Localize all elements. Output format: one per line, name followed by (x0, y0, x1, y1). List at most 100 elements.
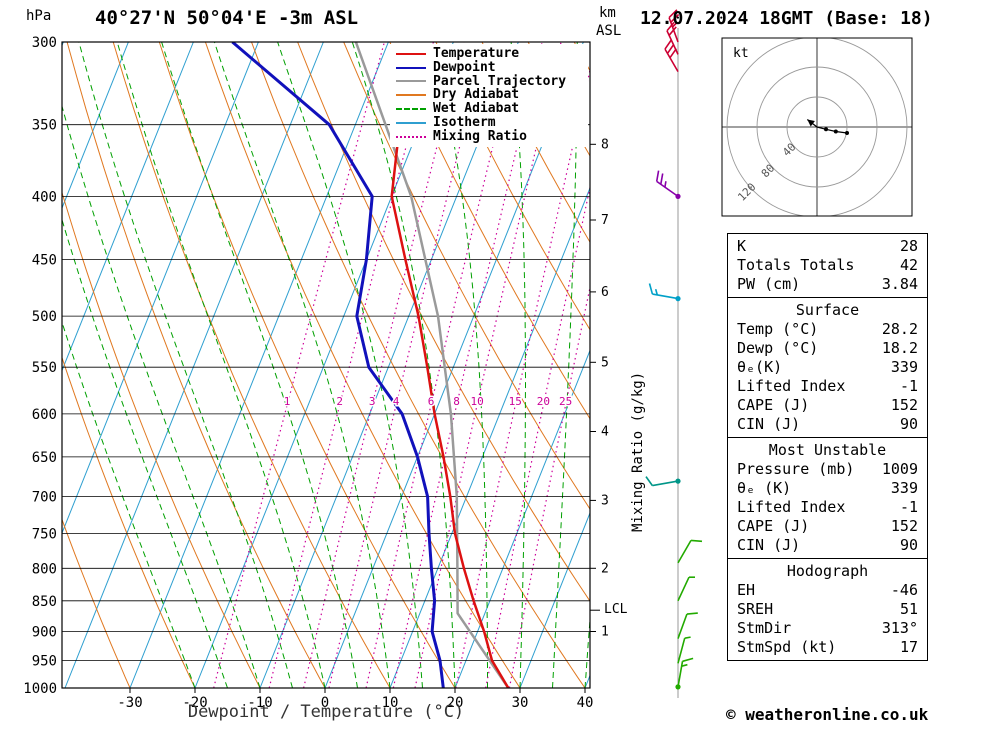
lcl-marker-label: LCL (604, 602, 628, 617)
svg-text:1: 1 (284, 395, 291, 408)
svg-text:3: 3 (369, 395, 376, 408)
stats-row: θₑ (K) 339 (728, 479, 927, 498)
stats-row: CAPE (J) 152 (728, 517, 927, 536)
x-axis-label: Dewpoint / Temperature (°C) (187, 702, 465, 722)
legend-item: Mixing Ratio (396, 128, 588, 144)
svg-text:0: 0 (321, 695, 329, 711)
pressure-tick-labels: 300 350 400 450 500 550 600 650 700 750 800 850 900 9… (23, 35, 57, 697)
svg-text:8: 8 (601, 137, 609, 152)
stats-row: StmSpd (kt) 17 (728, 638, 927, 657)
svg-text:350: 350 (32, 118, 57, 134)
svg-text:750: 750 (32, 527, 57, 543)
stats-value: 339 (890, 358, 918, 376)
svg-text:-20: -20 (182, 695, 207, 711)
svg-text:300: 300 (32, 35, 57, 51)
stats-label: θₑ(K) (737, 358, 783, 376)
stats-value: -1 (899, 498, 918, 516)
stats-label: CAPE (J) (737, 396, 810, 414)
stats-label: Lifted Index (737, 377, 846, 395)
stats-value: 339 (890, 479, 918, 497)
stats-row: CIN (J) 90 (728, 415, 927, 434)
svg-text:500: 500 (32, 309, 57, 325)
stats-row: Lifted Index -1 (728, 377, 927, 396)
legend-item: Parcel Trajectory (396, 74, 588, 89)
km-asl-ticks: 1 2 3 4 5 6 7 8 (590, 137, 609, 640)
stats-section: Hodograph EH -46 SREH 51 StmDir 313° StmSpd (kt… (728, 559, 927, 660)
svg-text:1: 1 (601, 625, 609, 640)
stats-label: θₑ (K) (737, 479, 792, 497)
svg-text:1000: 1000 (23, 681, 57, 697)
svg-text:4: 4 (393, 395, 400, 408)
svg-text:850: 850 (32, 594, 57, 610)
stats-label: CIN (J) (737, 415, 801, 433)
wind-barb (664, 39, 679, 73)
stats-row: Pressure (mb) 1009 (728, 460, 927, 479)
stats-value: 90 (899, 536, 918, 554)
legend-item: Isotherm (396, 116, 588, 130)
stats-row: StmDir 313° (728, 619, 927, 638)
wind-barb (677, 576, 695, 602)
stats-row: θₑ(K) 339 (728, 358, 927, 377)
stats-row: SREH 51 (728, 600, 927, 619)
stats-value: 28.2 (881, 320, 918, 338)
svg-text:400: 400 (32, 189, 57, 205)
sounding-curves (231, 42, 510, 688)
stats-label: CAPE (J) (737, 517, 810, 535)
svg-text:550: 550 (32, 360, 57, 376)
wind-barb (675, 657, 694, 690)
stats-value: 42 (899, 256, 918, 274)
svg-text:800: 800 (32, 561, 57, 577)
stats-label: K (737, 237, 747, 255)
stats-row: CAPE (J) 152 (728, 396, 927, 415)
svg-text:8: 8 (453, 395, 460, 408)
mixing-ratio-axis-label: Mixing Ratio (g/kg) (630, 371, 646, 532)
svg-text:15: 15 (509, 395, 522, 408)
stats-label: EH (737, 581, 756, 599)
plot-border (61, 41, 591, 689)
legend-item: Dry Adiabat (396, 88, 588, 102)
stats-label: Lifted Index (737, 498, 846, 516)
stats-value: 90 (899, 415, 918, 433)
legend-label: Isotherm (433, 114, 496, 130)
altitude-axis-unit-asl: ASL (596, 23, 622, 39)
stats-value: -1 (899, 377, 918, 395)
stats-value: 313° (881, 619, 918, 637)
wind-barb (655, 170, 681, 199)
legend-line-sample (396, 80, 426, 83)
svg-text:-10: -10 (247, 695, 272, 711)
stats-row: PW (cm) 3.84 (728, 275, 927, 294)
legend-item: Temperature (396, 47, 588, 61)
svg-text:7: 7 (601, 213, 609, 228)
legend-line-sample (396, 94, 426, 97)
altitude-axis-unit-km: km (599, 5, 616, 21)
stats-value: 17 (899, 638, 918, 656)
hodograph-trace (816, 126, 848, 134)
stats-row: K 28 (728, 237, 927, 256)
stats-label: CIN (J) (737, 536, 801, 554)
svg-text:5: 5 (601, 355, 609, 370)
chart-legend: Temperature Dewpoint Parcel Trajectory Dry … (390, 44, 588, 147)
svg-text:10: 10 (382, 695, 399, 711)
stats-row: Totals Totals 42 (728, 256, 927, 275)
legend-line-sample (396, 66, 426, 69)
stats-table: K 28 Totals Totals 42 PW (cm) 3.84 Surface Temp… (727, 233, 928, 661)
stats-label: Dewp (°C) (737, 339, 819, 357)
copyright: © weatheronline.co.uk (726, 705, 929, 724)
svg-text:700: 700 (32, 490, 57, 506)
legend-line-sample (396, 121, 426, 124)
svg-text:4: 4 (601, 425, 609, 440)
wind-barb (645, 476, 681, 487)
temperature-tick-labels: -30 -20 -10 0 10 20 30 40 (117, 688, 593, 711)
legend-item: Wet Adiabat (396, 102, 588, 116)
stats-section: K 28 Totals Totals 42 PW (cm) 3.84 (728, 234, 927, 298)
svg-text:10: 10 (470, 395, 483, 408)
legend-label: Temperature (433, 46, 520, 61)
legend-label: Mixing Ratio (433, 128, 527, 144)
wind-barb (677, 612, 698, 639)
svg-text:20: 20 (537, 395, 550, 408)
stats-label: StmDir (737, 619, 792, 637)
stats-value: 152 (890, 517, 918, 535)
legend-label: Dewpoint (433, 59, 496, 75)
